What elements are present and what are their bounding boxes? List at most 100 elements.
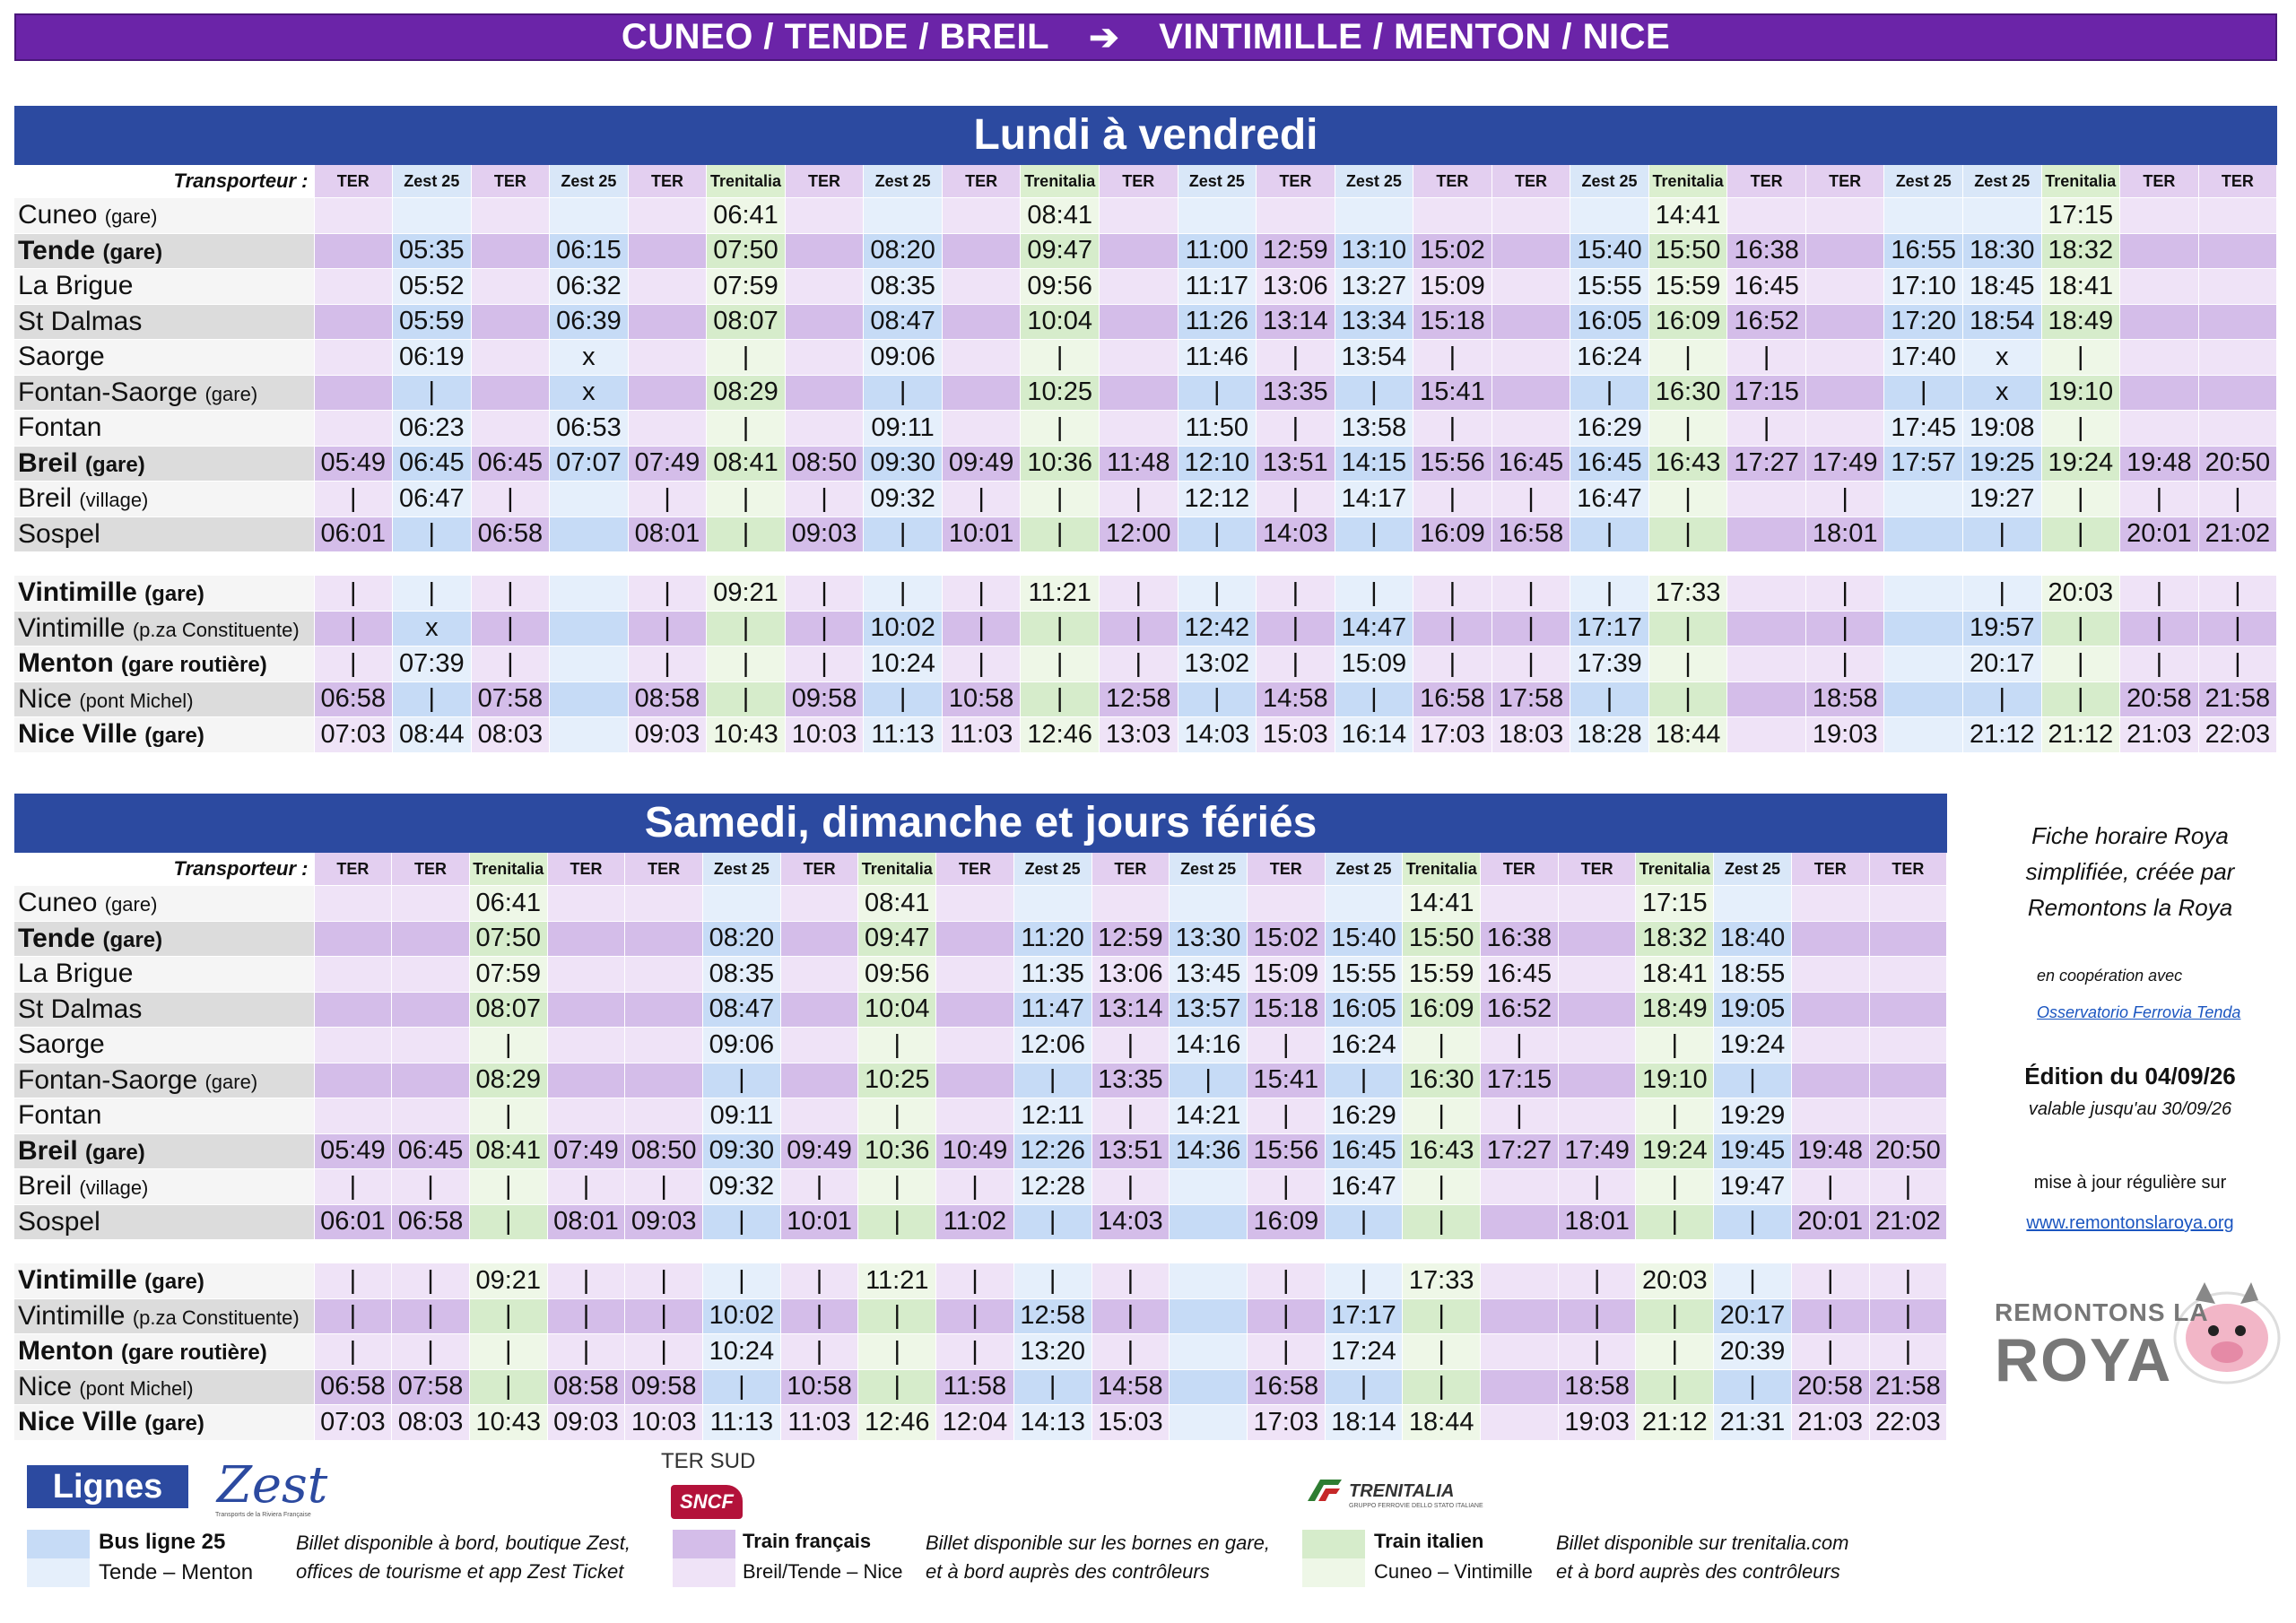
- legend-bus-route: Tende – Menton: [99, 1560, 254, 1584]
- time-cell: 08:41: [1020, 197, 1100, 234]
- time-cell: 06:45: [391, 1133, 470, 1169]
- time-cell: |: [1402, 1168, 1482, 1205]
- legend-ter-swatch-light: [673, 1558, 735, 1587]
- time-cell: 17:27: [1480, 1133, 1559, 1169]
- time-cell: |: [1247, 1333, 1326, 1370]
- time-cell: 19:25: [1962, 446, 2042, 482]
- time-cell: |: [1480, 1098, 1559, 1134]
- time-cell: [1178, 197, 1257, 234]
- carrier-header: Zest 25: [702, 853, 781, 886]
- coop-label: en coopération avec: [2037, 967, 2183, 985]
- time-cell: |: [624, 1263, 704, 1299]
- time-cell: |: [628, 611, 708, 647]
- time-cell: 21:03: [2119, 716, 2199, 753]
- legend-bus-desc1: Billet disponible à bord, boutique Zest,: [296, 1532, 631, 1554]
- table-row: Breil (gare) 05:49 06:45 08:41 07:49 08:50 09:…: [14, 1133, 1948, 1169]
- station-name: St Dalmas: [14, 992, 315, 1028]
- time-cell: |: [1325, 1204, 1404, 1240]
- carrier-header: Trenitalia: [1648, 165, 1728, 198]
- time-cell: 18:58: [1558, 1369, 1637, 1405]
- boar-icon: [2173, 1282, 2281, 1384]
- time-cell: [1869, 1098, 1948, 1134]
- time-cell: |: [1413, 339, 1492, 376]
- time-cell: 09:21: [469, 1263, 548, 1299]
- time-cell: x: [1962, 339, 2042, 376]
- time-cell: 15:18: [1413, 304, 1492, 340]
- time-cell: 12:28: [1013, 1168, 1092, 1205]
- time-cell: [935, 956, 1014, 993]
- time-cell: 15:02: [1413, 233, 1492, 269]
- time-cell: 10:01: [942, 516, 1022, 552]
- time-cell: 19:27: [1962, 481, 2042, 517]
- time-cell: 16:30: [1402, 1063, 1482, 1098]
- time-cell: [1883, 516, 1963, 552]
- time-cell: |: [1570, 575, 1649, 612]
- time-cell: 13:14: [1091, 992, 1170, 1028]
- weekday-title: Lundi à vendredi: [14, 106, 2277, 165]
- carrier-header: TER: [935, 853, 1014, 886]
- time-cell: 09:58: [624, 1369, 704, 1405]
- station-label: Vintimille: [18, 577, 137, 608]
- carrier-header: Zest 25: [1335, 165, 1414, 198]
- time-cell: 17:15: [2041, 197, 2121, 234]
- time-cell: |: [1256, 611, 1335, 647]
- station-sublabel: (gare): [102, 927, 163, 952]
- time-cell: |: [392, 375, 472, 411]
- time-cell: |: [857, 1168, 937, 1205]
- time-cell: 16:38: [1726, 233, 1806, 269]
- time-cell: 10:58: [780, 1369, 859, 1405]
- time-cell: [942, 375, 1022, 411]
- table-row: Cuneo (gare) 06:41 08:41 14:41 17:15: [14, 885, 1948, 922]
- time-cell: |: [1726, 339, 1806, 376]
- time-cell: |: [391, 1263, 470, 1299]
- website-link[interactable]: www.remontonslaroya.org: [2026, 1213, 2234, 1233]
- carrier-header: TER: [2198, 165, 2278, 198]
- time-cell: 18:40: [1713, 921, 1792, 957]
- coop-link[interactable]: Osservatorio Ferrovia Tenda: [2037, 1003, 2241, 1021]
- time-cell: [1335, 197, 1414, 234]
- time-cell: |: [942, 481, 1022, 517]
- time-cell: |: [2198, 611, 2278, 647]
- time-cell: |: [1648, 646, 1728, 682]
- time-cell: |: [1869, 1168, 1948, 1205]
- time-cell: [547, 885, 626, 922]
- time-cell: [549, 611, 629, 647]
- station-label: Fontan-Saorge: [18, 1064, 198, 1095]
- station-sublabel: (gare): [144, 582, 204, 607]
- table-row: Nice Ville (gare) 07:03 08:03 10:43 09:03 10:…: [14, 1404, 1948, 1441]
- time-cell: [1169, 885, 1248, 922]
- time-cell: 06:15: [549, 233, 629, 269]
- time-cell: 15:03: [1091, 1404, 1170, 1441]
- time-cell: [391, 992, 470, 1028]
- time-cell: |: [314, 481, 394, 517]
- time-cell: |: [1256, 339, 1335, 376]
- time-cell: 12:59: [1256, 233, 1335, 269]
- time-cell: 16:45: [1726, 268, 1806, 305]
- time-cell: |: [702, 1263, 781, 1299]
- station-label: Cuneo: [18, 888, 98, 918]
- time-cell: [391, 956, 470, 993]
- time-cell: |: [1099, 575, 1178, 612]
- table-row: St Dalmas 05:59 06:39 08:07 08:47 10:04 11:26…: [14, 304, 2278, 340]
- time-cell: |: [314, 1263, 393, 1299]
- time-cell: [628, 375, 708, 411]
- time-cell: 18:32: [2041, 233, 2121, 269]
- station-name: Nice Ville (gare): [14, 1404, 315, 1441]
- time-cell: 18:55: [1713, 956, 1792, 993]
- time-cell: 08:20: [863, 233, 943, 269]
- time-cell: 16:47: [1325, 1168, 1404, 1205]
- station-sublabel: (gare): [85, 452, 145, 477]
- time-cell: [1492, 339, 1571, 376]
- station-label: Fontan-Saorge: [18, 377, 198, 407]
- time-cell: 19:47: [1713, 1168, 1792, 1205]
- banner-to: VINTIMILLE / MENTON / NICE: [1159, 17, 1671, 56]
- carrier-header-label: Transporteur :: [14, 165, 315, 198]
- time-cell: [780, 1063, 859, 1098]
- time-cell: 18:41: [2041, 268, 2121, 305]
- time-cell: 16:58: [1413, 681, 1492, 717]
- time-cell: |: [391, 1298, 470, 1334]
- time-cell: |: [1648, 481, 1728, 517]
- time-cell: [471, 233, 551, 269]
- time-cell: 08:29: [469, 1063, 548, 1098]
- time-cell: [785, 197, 865, 234]
